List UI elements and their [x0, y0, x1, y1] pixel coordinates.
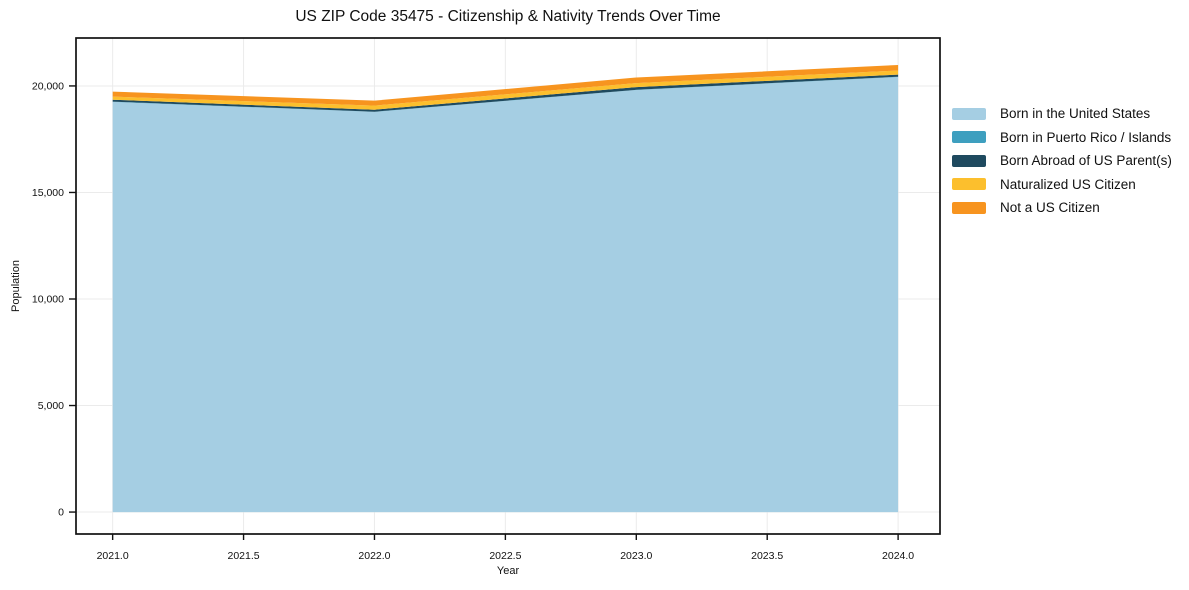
y-tick-label: 20,000 [32, 80, 64, 92]
chart-title: US ZIP Code 35475 - Citizenship & Nativi… [295, 8, 721, 25]
y-tick-label: 10,000 [32, 293, 64, 305]
legend-label: Born Abroad of US Parent(s) [1000, 153, 1172, 169]
legend-swatch-icon [952, 178, 986, 191]
legend-item-0: Born in the United States [952, 102, 1172, 126]
area-series-4 [112, 65, 899, 106]
legend-swatch-icon [952, 201, 986, 214]
legend-swatch-icon [952, 131, 986, 144]
x-tick-label: 2022.0 [358, 550, 390, 562]
plot-frame [75, 37, 941, 535]
x-axis-label: Year [496, 565, 520, 577]
area-series-3 [112, 70, 899, 110]
x-tick-label: 2021.5 [228, 550, 260, 562]
legend-item-2: Born Abroad of US Parent(s) [952, 149, 1172, 173]
legend-label: Born in Puerto Rico / Islands [1000, 129, 1172, 145]
y-tick-label: 15,000 [32, 187, 64, 199]
legend-label: Naturalized US Citizen [1000, 176, 1136, 192]
y-tick-label: 0 [58, 507, 64, 519]
area-series-0 [112, 77, 899, 513]
x-tick-label: 2021.0 [97, 550, 129, 562]
legend-item-3: Naturalized US Citizen [952, 173, 1172, 197]
legend-label: Not a US Citizen [1000, 200, 1100, 216]
legend-swatch-icon [952, 107, 986, 120]
legend: Born in the United States Born in Puerto … [952, 102, 1172, 220]
legend-item-1: Born in Puerto Rico / Islands [952, 126, 1172, 150]
x-tick-label: 2023.5 [751, 550, 783, 562]
x-tick-label: 2023.0 [620, 550, 652, 562]
x-tick-label: 2024.0 [882, 550, 914, 562]
legend-label: Born in the United States [1000, 106, 1151, 122]
legend-item-4: Not a US Citizen [952, 196, 1172, 220]
y-tick-label: 5,000 [38, 400, 64, 412]
x-tick-label: 2022.5 [489, 550, 521, 562]
legend-swatch-icon [952, 154, 986, 167]
